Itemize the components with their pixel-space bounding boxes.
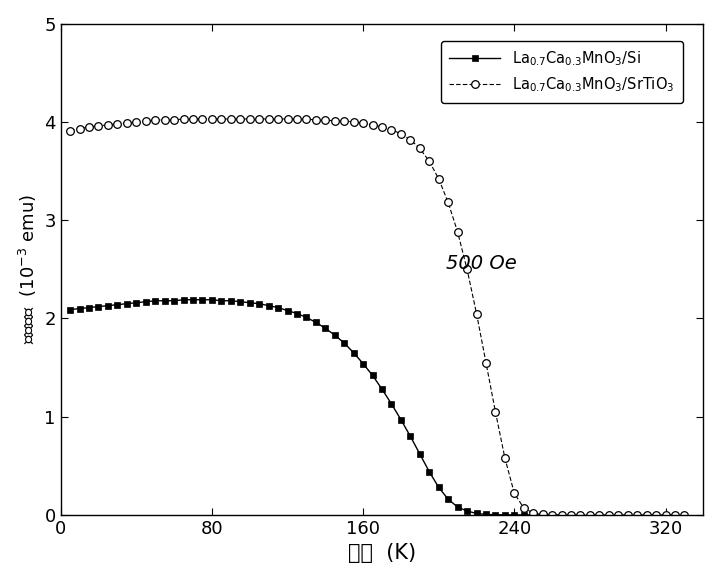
La$_{0.7}$Ca$_{0.3}$MnO$_3$/SrTiO$_3$ [340, 118, 348, 125]
La$_{0.7}$Ca$_{0.3}$MnO$_3$/Si [539, 512, 547, 519]
La$_{0.7}$Ca$_{0.3}$MnO$_3$/Si [415, 451, 424, 458]
Line: La$_{0.7}$Ca$_{0.3}$MnO$_3$/Si: La$_{0.7}$Ca$_{0.3}$MnO$_3$/Si [67, 296, 546, 518]
La$_{0.7}$Ca$_{0.3}$MnO$_3$/Si [387, 400, 396, 407]
La$_{0.7}$Ca$_{0.3}$MnO$_3$/SrTiO$_3$ [66, 127, 74, 134]
La$_{0.7}$Ca$_{0.3}$MnO$_3$/Si [179, 296, 188, 303]
La$_{0.7}$Ca$_{0.3}$MnO$_3$/SrTiO$_3$ [227, 115, 235, 122]
Legend: La$_{0.7}$Ca$_{0.3}$MnO$_3$/Si, La$_{0.7}$Ca$_{0.3}$MnO$_3$/SrTiO$_3$: La$_{0.7}$Ca$_{0.3}$MnO$_3$/Si, La$_{0.7… [441, 41, 683, 103]
Line: La$_{0.7}$Ca$_{0.3}$MnO$_3$/SrTiO$_3$: La$_{0.7}$Ca$_{0.3}$MnO$_3$/SrTiO$_3$ [66, 115, 688, 519]
La$_{0.7}$Ca$_{0.3}$MnO$_3$/Si [510, 512, 518, 519]
La$_{0.7}$Ca$_{0.3}$MnO$_3$/Si [529, 512, 538, 519]
La$_{0.7}$Ca$_{0.3}$MnO$_3$/Si [217, 298, 225, 304]
Text: 500 Oe: 500 Oe [446, 254, 517, 273]
X-axis label: 温度  (K): 温度 (K) [348, 543, 416, 563]
La$_{0.7}$Ca$_{0.3}$MnO$_3$/SrTiO$_3$ [179, 115, 188, 122]
La$_{0.7}$Ca$_{0.3}$MnO$_3$/Si [66, 306, 74, 313]
La$_{0.7}$Ca$_{0.3}$MnO$_3$/SrTiO$_3$ [680, 512, 689, 519]
La$_{0.7}$Ca$_{0.3}$MnO$_3$/SrTiO$_3$ [349, 118, 358, 125]
Y-axis label: 磁化强度  (10$^{-3}$ emu): 磁化强度 (10$^{-3}$ emu) [17, 194, 39, 345]
La$_{0.7}$Ca$_{0.3}$MnO$_3$/SrTiO$_3$ [264, 115, 273, 122]
La$_{0.7}$Ca$_{0.3}$MnO$_3$/Si [227, 298, 235, 304]
La$_{0.7}$Ca$_{0.3}$MnO$_3$/SrTiO$_3$ [567, 512, 575, 519]
La$_{0.7}$Ca$_{0.3}$MnO$_3$/Si [170, 298, 179, 304]
La$_{0.7}$Ca$_{0.3}$MnO$_3$/SrTiO$_3$ [557, 512, 566, 519]
La$_{0.7}$Ca$_{0.3}$MnO$_3$/SrTiO$_3$ [113, 121, 122, 128]
